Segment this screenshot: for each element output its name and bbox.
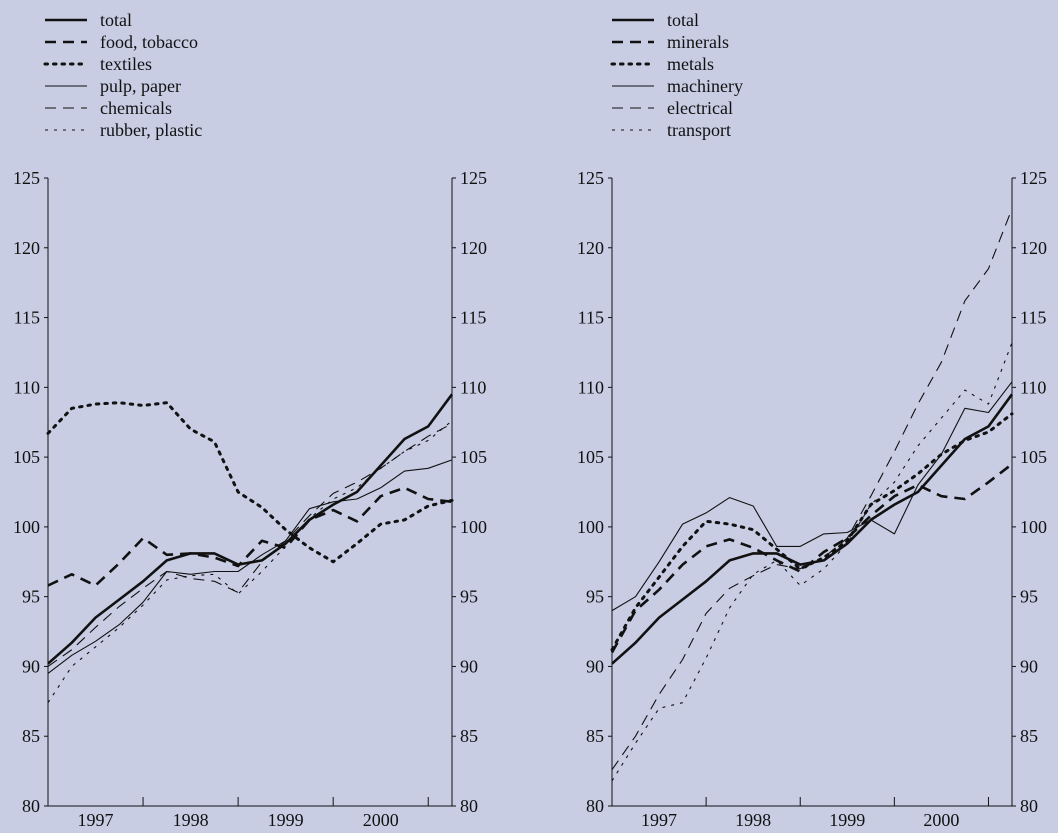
chart-panel-1: 80 80 85 85 90 90 95 95 100 100 105 105 110 110 115 115… bbox=[13, 10, 487, 830]
y-tick-label-right: 100 bbox=[1020, 517, 1047, 537]
x-tick-label: 1998 bbox=[173, 810, 209, 828]
series-line-rubber-plastic bbox=[47, 420, 453, 704]
y-tick-label-right: 110 bbox=[1020, 377, 1046, 397]
y-tick-label-right: 100 bbox=[460, 517, 487, 537]
x-tick-label: 1998 bbox=[735, 810, 771, 828]
y-tick-label-left: 80 bbox=[22, 796, 40, 816]
y-tick-label-left: 100 bbox=[577, 517, 604, 537]
y-tick-label-right: 80 bbox=[1020, 796, 1038, 816]
y-tick-label-left: 90 bbox=[22, 656, 40, 676]
legend-label: textiles bbox=[100, 54, 152, 74]
y-tick-label-right: 105 bbox=[460, 447, 487, 467]
x-tick-label: 1997 bbox=[78, 810, 114, 828]
series-line-food-tobacco bbox=[47, 486, 453, 587]
y-tick-label-left: 125 bbox=[13, 168, 40, 188]
y-tick-label-left: 105 bbox=[577, 447, 604, 467]
legend-label: chemicals bbox=[100, 98, 172, 118]
series-line-machinery bbox=[611, 381, 1013, 612]
y-tick-label-left: 110 bbox=[14, 377, 40, 397]
y-tick-label-left: 120 bbox=[13, 238, 40, 258]
y-tick-label-right: 90 bbox=[460, 656, 478, 676]
y-tick-label-right: 95 bbox=[1020, 587, 1038, 607]
y-tick-label-right: 85 bbox=[1020, 726, 1038, 746]
y-tick-label-left: 95 bbox=[586, 587, 604, 607]
y-tick-label-left: 80 bbox=[586, 796, 604, 816]
y-tick-label-right: 80 bbox=[460, 796, 478, 816]
y-tick-label-right: 115 bbox=[460, 308, 486, 328]
series-line-electrical bbox=[611, 208, 1013, 771]
legend-label: metals bbox=[667, 54, 714, 74]
chart-panel-2: 80 80 85 85 90 90 95 95 100 100 105 105 110 110 115 115… bbox=[577, 10, 1047, 830]
legend-label: electrical bbox=[667, 98, 733, 118]
x-tick-label: 1997 bbox=[641, 810, 677, 828]
legend-label: pulp, paper bbox=[100, 76, 181, 96]
y-tick-label-left: 90 bbox=[586, 656, 604, 676]
y-tick-label-left: 100 bbox=[13, 517, 40, 537]
y-tick-label-right: 110 bbox=[460, 377, 486, 397]
y-tick-label-left: 85 bbox=[586, 726, 604, 746]
y-tick-label-left: 110 bbox=[578, 377, 604, 397]
y-tick-label-right: 125 bbox=[460, 168, 487, 188]
series-line-textiles bbox=[46, 401, 454, 564]
legend-label: rubber, plastic bbox=[100, 120, 202, 140]
y-tick-label-right: 120 bbox=[1020, 238, 1047, 258]
y-tick-label-right: 105 bbox=[1020, 447, 1047, 467]
legend-label: minerals bbox=[667, 32, 729, 52]
y-tick-label-right: 90 bbox=[1020, 656, 1038, 676]
legend-label: transport bbox=[667, 120, 731, 140]
y-tick-label-left: 105 bbox=[13, 447, 40, 467]
legend-label: machinery bbox=[667, 76, 743, 96]
y-tick-label-right: 120 bbox=[460, 238, 487, 258]
x-tick-label: 1999 bbox=[829, 810, 865, 828]
series-line-chemicals bbox=[47, 423, 453, 667]
y-tick-label-right: 85 bbox=[460, 726, 478, 746]
y-tick-label-right: 125 bbox=[1020, 168, 1047, 188]
legend-label: food, tobacco bbox=[100, 32, 198, 52]
y-tick-label-right: 95 bbox=[460, 587, 478, 607]
x-tick-label: 1999 bbox=[268, 810, 304, 828]
y-tick-label-left: 95 bbox=[22, 587, 40, 607]
y-tick-label-left: 125 bbox=[577, 168, 604, 188]
series-line-pulp-paper bbox=[47, 459, 453, 674]
y-tick-label-right: 115 bbox=[1020, 308, 1046, 328]
y-tick-label-left: 115 bbox=[578, 308, 604, 328]
y-tick-label-left: 85 bbox=[22, 726, 40, 746]
series-line-metals bbox=[610, 412, 1014, 652]
y-tick-label-left: 120 bbox=[577, 238, 604, 258]
legend-label: total bbox=[667, 10, 699, 30]
series-line-transport bbox=[611, 342, 1013, 782]
series-line-total bbox=[47, 393, 454, 665]
legend-label: total bbox=[100, 10, 132, 30]
x-tick-label: 2000 bbox=[363, 810, 399, 828]
y-tick-label-left: 115 bbox=[14, 308, 40, 328]
x-tick-label: 2000 bbox=[923, 810, 959, 828]
series-line-minerals bbox=[610, 463, 1013, 654]
